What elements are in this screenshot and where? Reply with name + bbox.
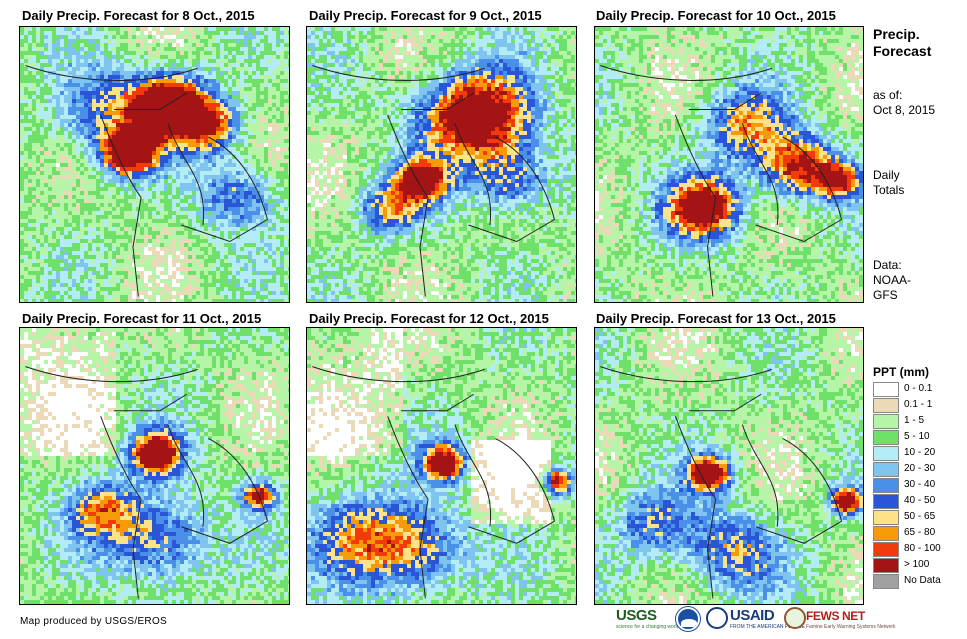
legend-label: No Data	[904, 575, 941, 586]
precip-grid	[307, 328, 576, 604]
totals-label: Totals	[873, 183, 904, 198]
data-value-1: NOAA-	[873, 273, 911, 288]
map-credit: Map produced by USGS/EROS	[20, 616, 167, 627]
usgs-tagline: science for a changing world	[616, 624, 679, 630]
data-label: Data:	[873, 258, 911, 273]
panel-title-6: Daily Precip. Forecast for 13 Oct., 2015	[596, 311, 836, 327]
legend-label: 65 - 80	[904, 527, 935, 538]
side-title-line2: Forecast	[873, 43, 931, 60]
panel-title-5: Daily Precip. Forecast for 12 Oct., 2015	[309, 311, 549, 327]
precip-grid	[20, 328, 289, 604]
precip-map-2	[306, 26, 577, 303]
side-title: Precip. Forecast	[873, 26, 931, 60]
fews-net-logo-text: FEWS NET	[806, 609, 865, 623]
data-value-2: GFS	[873, 288, 911, 303]
legend-label: 5 - 10	[904, 431, 930, 442]
legend-label: 20 - 30	[904, 463, 935, 474]
legend-swatch	[873, 558, 899, 573]
legend-swatch	[873, 398, 899, 413]
legend-swatch	[873, 526, 899, 541]
as-of-value: Oct 8, 2015	[873, 103, 935, 118]
precip-map-4	[19, 327, 290, 605]
usaid-seal-icon	[706, 607, 728, 629]
legend-label: 80 - 100	[904, 543, 941, 554]
usaid-tagline: FROM THE AMERICAN PEOPLE	[730, 624, 805, 630]
panel-title-1: Daily Precip. Forecast for 8 Oct., 2015	[22, 8, 255, 24]
daily-label: Daily	[873, 168, 904, 183]
panel-title-4: Daily Precip. Forecast for 11 Oct., 2015	[22, 311, 261, 327]
legend-label: > 100	[904, 559, 929, 570]
precip-map-5	[306, 327, 577, 605]
legend-label: 10 - 20	[904, 447, 935, 458]
panel-title-2: Daily Precip. Forecast for 9 Oct., 2015	[309, 8, 542, 24]
precip-grid	[20, 27, 289, 302]
legend-label: 1 - 5	[904, 415, 924, 426]
data-source: Data: NOAA- GFS	[873, 258, 911, 303]
noaa-logo-icon	[676, 607, 700, 631]
usgs-logo-text: USGS	[616, 607, 657, 624]
legend-swatch	[873, 414, 899, 429]
legend-swatch	[873, 574, 899, 589]
as-of-date: as of: Oct 8, 2015	[873, 88, 935, 118]
legend-swatch	[873, 510, 899, 525]
legend-swatch	[873, 478, 899, 493]
daily-totals: Daily Totals	[873, 168, 904, 198]
precip-grid	[595, 27, 863, 302]
usgs-logo: USGS science for a changing world	[616, 607, 679, 631]
legend-label: 30 - 40	[904, 479, 935, 490]
legend-swatch	[873, 446, 899, 461]
legend-label: 0 - 0.1	[904, 383, 932, 394]
legend-swatch	[873, 494, 899, 509]
legend-label: 40 - 50	[904, 495, 935, 506]
legend-label: 50 - 65	[904, 511, 935, 522]
legend-swatch	[873, 462, 899, 477]
as-of-label: as of:	[873, 88, 935, 103]
precip-map-1	[19, 26, 290, 303]
legend-title: PPT (mm)	[873, 365, 929, 379]
legend-label: 0.1 - 1	[904, 399, 932, 410]
panel-title-3: Daily Precip. Forecast for 10 Oct., 2015	[596, 8, 836, 24]
fews-net-globe-icon	[784, 607, 806, 629]
precip-grid	[595, 328, 863, 604]
precip-grid	[307, 27, 576, 302]
side-title-line1: Precip.	[873, 26, 931, 43]
precip-map-3	[594, 26, 864, 303]
usaid-logo-text: USAID	[730, 607, 775, 624]
legend-swatch	[873, 430, 899, 445]
legend-swatch	[873, 542, 899, 557]
fews-net-tagline: Famine Early Warning Systems Network	[806, 624, 896, 630]
legend-swatch	[873, 382, 899, 397]
precip-map-6	[594, 327, 864, 605]
